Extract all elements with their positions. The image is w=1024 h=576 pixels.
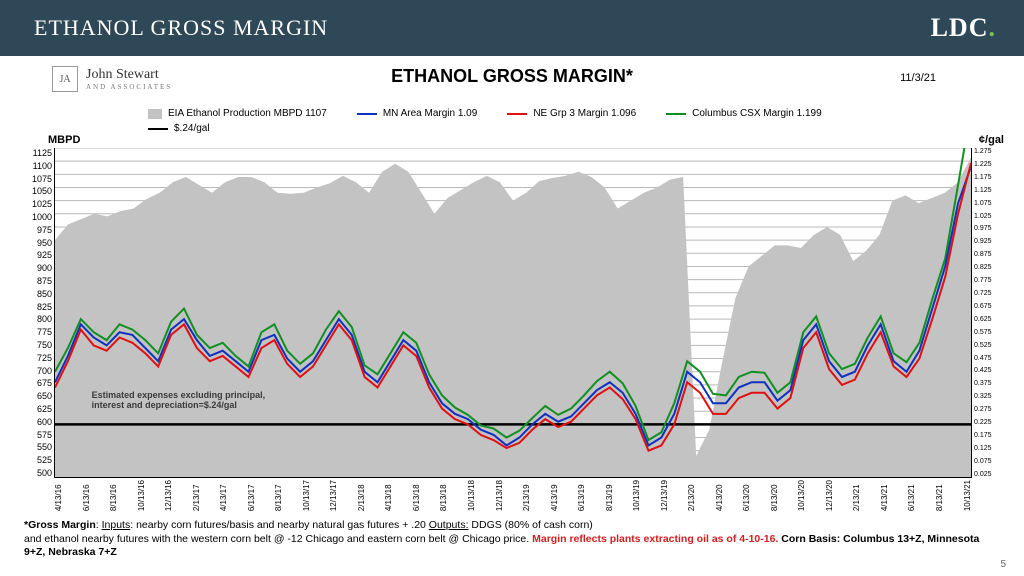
plot-area: Estimated expenses excluding principal, … — [54, 148, 972, 478]
page-title: ETHANOL GROSS MARGIN — [34, 15, 328, 41]
plot-row: 1125110010751050102510009759509259008758… — [18, 148, 1006, 478]
plot-svg — [55, 148, 971, 477]
right-axis-label: ¢/gal — [979, 134, 1004, 146]
legend-item: Columbus CSX Margin 1.199 — [666, 108, 822, 119]
chart-legend: EIA Ethanol Production MBPD 1107 MN Area … — [148, 108, 868, 134]
brand-logo: LDC. — [931, 13, 996, 43]
chart-title: ETHANOL GROSS MARGIN* — [18, 66, 1006, 87]
page-number: 5 — [1000, 559, 1006, 570]
header-bar: ETHANOL GROSS MARGIN LDC. — [0, 0, 1024, 56]
chart-container: JA John Stewart AND ASSOCIATES ETHANOL G… — [0, 56, 1024, 511]
footnote: *Gross Margin: Inputs: nearby corn futur… — [0, 511, 1024, 560]
legend-item: MN Area Margin 1.09 — [357, 108, 478, 119]
y-axis-left: 1125110010751050102510009759509259008758… — [18, 148, 54, 478]
chart-header-row: JA John Stewart AND ASSOCIATES ETHANOL G… — [18, 66, 1006, 108]
expense-annotation: Estimated expenses excluding principal, … — [92, 391, 272, 411]
legend-item: $.24/gal — [148, 123, 210, 134]
x-axis: 4/13/166/13/168/13/1610/13/1612/13/162/1… — [54, 478, 972, 511]
legend-item: EIA Ethanol Production MBPD 1107 — [148, 108, 327, 119]
left-axis-label: MBPD — [48, 134, 80, 146]
legend-item: NE Grp 3 Margin 1.096 — [507, 108, 636, 119]
chart-date: 11/3/21 — [900, 72, 936, 84]
y-axis-right: 1.2751.2251.1751.1251.0751.0250.9750.925… — [972, 148, 1006, 478]
axis-label-row: MBPD ¢/gal — [18, 134, 1006, 148]
